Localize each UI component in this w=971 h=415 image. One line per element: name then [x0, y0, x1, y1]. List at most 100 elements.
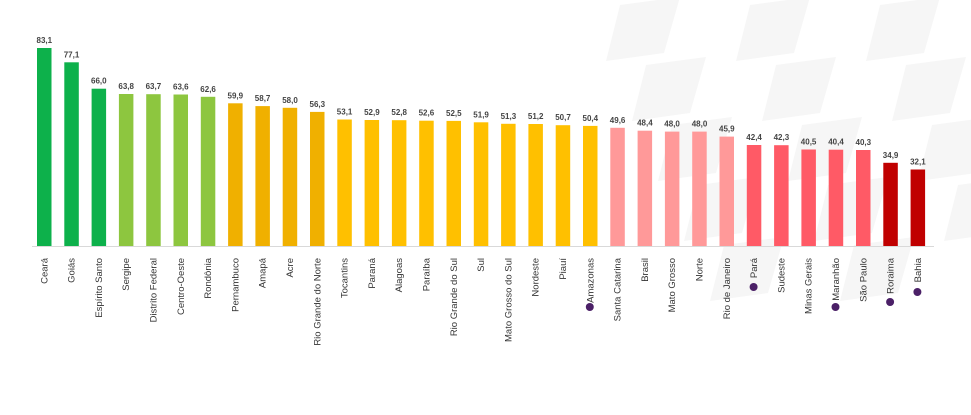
category-label: Goiás	[67, 258, 78, 283]
data-label: 51,9	[473, 110, 489, 119]
category-label: Acre	[285, 258, 296, 278]
category-label: Bahia	[913, 257, 924, 282]
watermark-stroke	[840, 237, 914, 301]
bar	[173, 94, 188, 246]
data-label: 59,9	[228, 91, 244, 100]
bar	[610, 127, 625, 246]
category-label: Pernambuco	[230, 258, 241, 312]
bar	[883, 162, 898, 246]
category-label: Roraima	[886, 257, 897, 294]
category-label: Rio de Janeiro	[722, 258, 733, 319]
category-label: Amazonas	[585, 258, 596, 303]
watermark-stroke	[918, 119, 971, 181]
data-label: 52,9	[364, 108, 380, 117]
data-label: 48,4	[637, 119, 653, 128]
data-label: 45,9	[719, 125, 735, 134]
category-label: Tocantins	[340, 258, 351, 298]
data-label: 63,8	[118, 82, 134, 91]
category-label: Rondônia	[203, 257, 214, 298]
category-label: Santa Catarina	[613, 257, 624, 321]
bar	[828, 149, 844, 246]
data-label: 77,1	[64, 50, 80, 59]
bar	[419, 120, 434, 246]
bar	[664, 131, 680, 246]
watermark-stroke	[944, 183, 971, 241]
category-label: Rio Grande do Norte	[312, 258, 323, 346]
data-label: 42,4	[746, 133, 762, 142]
data-label: 50,7	[555, 113, 571, 122]
bar	[310, 111, 325, 247]
data-label: 66,0	[91, 77, 107, 86]
bar	[501, 123, 516, 246]
data-label: 83,1	[37, 36, 53, 45]
data-label: 53,1	[337, 108, 353, 117]
category-label: Nordeste	[531, 258, 542, 297]
category-label: Paraíba	[421, 257, 432, 291]
data-label: 40,4	[828, 138, 844, 147]
bar	[118, 94, 134, 246]
data-label: 58,7	[255, 94, 271, 103]
category-label: Centro-Oeste	[176, 258, 187, 315]
bar	[910, 169, 926, 246]
data-label: 32,1	[910, 158, 926, 167]
bar	[255, 106, 270, 246]
category-label: Alagoas	[394, 258, 405, 293]
watermark-stroke	[762, 57, 836, 121]
highlight-marker	[886, 298, 895, 306]
category-label: Maranhão	[831, 258, 842, 301]
bar	[391, 120, 407, 246]
category-label: Mato Grosso do Sul	[503, 258, 514, 342]
category-label: Mato Grosso	[667, 258, 678, 312]
bar	[801, 149, 816, 246]
category-label: Sudeste	[776, 258, 787, 293]
data-label: 56,3	[310, 100, 326, 109]
bar	[146, 94, 161, 246]
category-label: Espírito Santo	[94, 258, 105, 318]
watermark-stroke	[866, 0, 940, 61]
bar	[64, 62, 79, 246]
bar	[856, 150, 871, 246]
data-label: 52,8	[391, 108, 407, 117]
watermark-stroke	[710, 237, 784, 301]
data-label: 42,3	[774, 133, 790, 142]
category-label: Pará	[749, 257, 760, 278]
data-label: 34,9	[883, 151, 899, 160]
bar	[91, 88, 107, 246]
bar	[555, 125, 571, 246]
data-label: 51,2	[528, 112, 544, 121]
bar	[719, 136, 734, 246]
bar	[364, 120, 380, 246]
category-label: Minas Gerais	[804, 258, 815, 314]
data-label: 40,5	[801, 138, 817, 147]
data-label: 52,5	[446, 109, 462, 118]
data-label: 63,7	[146, 82, 162, 91]
bar	[228, 103, 243, 246]
category-label: Sul	[476, 258, 487, 272]
category-label: Ceará	[39, 257, 50, 284]
category-label: São Paulo	[858, 258, 869, 302]
category-label: Rio Grande do Sul	[449, 258, 460, 336]
data-label: 51,3	[501, 112, 517, 121]
category-label: Amapá	[258, 257, 269, 288]
bar	[583, 125, 598, 246]
bar	[200, 96, 216, 246]
data-label: 58,0	[282, 96, 298, 105]
bar	[473, 122, 489, 246]
watermark-stroke	[632, 57, 706, 121]
bar	[337, 119, 352, 246]
category-label: Paraná	[367, 257, 378, 288]
watermark-stroke	[892, 57, 966, 121]
category-label: Piauí	[558, 258, 569, 280]
highlight-marker	[913, 288, 922, 296]
watermark-stroke	[736, 0, 810, 61]
bar	[37, 48, 52, 246]
bar	[446, 120, 461, 246]
data-label: 49,6	[610, 116, 626, 125]
highlight-marker	[749, 283, 758, 291]
category-label: Distrito Federal	[148, 258, 159, 322]
data-label: 48,0	[664, 120, 680, 129]
data-label: 62,6	[200, 85, 216, 94]
category-label: Norte	[695, 258, 706, 281]
highlight-marker	[831, 303, 840, 311]
